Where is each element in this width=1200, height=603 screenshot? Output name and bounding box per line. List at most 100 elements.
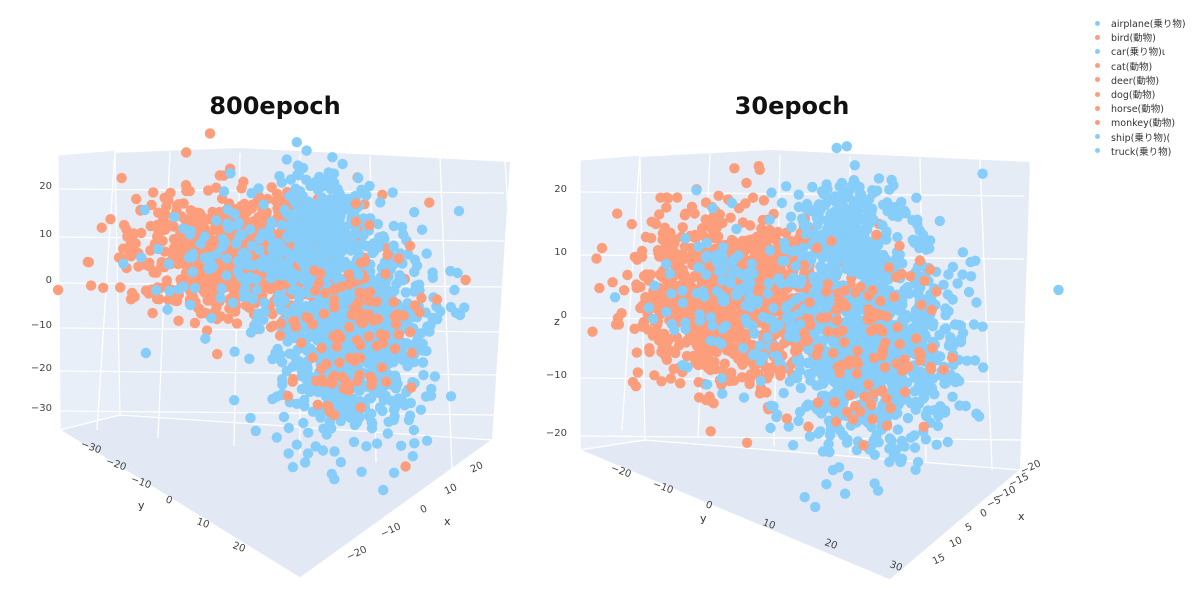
legend-item[interactable]: horse(動物) xyxy=(1094,101,1186,115)
point-animal xyxy=(631,347,642,358)
point-vehicle xyxy=(246,188,257,199)
point-vehicle xyxy=(701,379,713,390)
point-vehicle xyxy=(793,189,804,200)
point-vehicle xyxy=(902,334,913,345)
legend-item[interactable]: dog(動物) xyxy=(1094,87,1186,101)
point-vehicle xyxy=(661,258,672,270)
point-vehicle xyxy=(680,323,691,335)
point-vehicle xyxy=(258,199,269,210)
point-animal xyxy=(778,293,789,304)
point-animal xyxy=(713,190,724,201)
legend-item[interactable]: monkey(動物) xyxy=(1094,115,1186,129)
point-vehicle xyxy=(388,404,400,416)
point-vehicle xyxy=(778,387,789,399)
point-vehicle xyxy=(357,238,368,250)
point-animal xyxy=(753,161,764,172)
point-vehicle xyxy=(199,231,210,242)
point-animal xyxy=(650,325,662,336)
legend-marker-icon xyxy=(1095,91,1100,97)
point-vehicle xyxy=(776,197,788,209)
point-animal xyxy=(301,312,312,323)
legend-marker-icon xyxy=(1095,105,1100,111)
point-animal xyxy=(389,343,401,354)
y-tick-label: 0 xyxy=(704,499,714,512)
point-animal xyxy=(805,319,816,331)
point-animal xyxy=(868,388,879,399)
point-animal xyxy=(705,426,716,437)
point-vehicle xyxy=(901,377,913,388)
point-vehicle xyxy=(162,304,173,315)
scatter3d-30epoch[interactable]: 20100−10−20−20−100102030−20−15−10−505101… xyxy=(540,0,1100,603)
point-animal xyxy=(173,233,184,245)
legend-item[interactable]: bird(動物) xyxy=(1094,30,1186,44)
legend-item[interactable]: ship(乗り物)( xyxy=(1094,130,1186,144)
point-vehicle xyxy=(429,371,441,382)
point-vehicle xyxy=(296,366,308,377)
legend-marker-icon xyxy=(1095,20,1100,26)
point-animal xyxy=(829,397,840,408)
point-vehicle xyxy=(939,377,950,388)
point-vehicle xyxy=(366,418,378,429)
legend-marker-icon xyxy=(1095,34,1100,40)
point-vehicle xyxy=(221,253,233,264)
point-vehicle xyxy=(700,269,712,280)
point-animal xyxy=(874,323,885,334)
point-animal xyxy=(381,376,392,387)
point-animal xyxy=(839,337,850,348)
point-vehicle xyxy=(254,323,265,335)
point-vehicle xyxy=(412,329,424,341)
point-animal xyxy=(711,216,722,228)
point-animal xyxy=(336,371,348,383)
legend-item[interactable]: deer(動物) xyxy=(1094,73,1186,87)
z-axis-label: z xyxy=(554,315,560,328)
point-animal xyxy=(193,209,205,220)
scatter3d-800epoch[interactable]: 20100−10−20−30−30−20−100102020100−10−20y… xyxy=(0,0,560,603)
point-vehicle xyxy=(322,256,333,268)
point-vehicle xyxy=(329,177,340,188)
point-vehicle xyxy=(884,184,895,195)
point-vehicle xyxy=(293,170,304,181)
point-animal xyxy=(372,313,384,325)
point-vehicle xyxy=(786,221,797,233)
point-vehicle xyxy=(178,281,189,292)
legend-item[interactable]: truck(乗り物) xyxy=(1094,144,1186,158)
point-animal xyxy=(855,281,866,293)
point-animal xyxy=(891,358,902,369)
grid-line xyxy=(1029,160,1049,479)
point-animal xyxy=(180,214,191,226)
legend-item[interactable]: cat(動物) xyxy=(1094,59,1186,73)
point-vehicle xyxy=(375,277,387,288)
point-animal xyxy=(334,357,345,368)
legend-item[interactable]: airplane(乗り物) xyxy=(1094,16,1186,30)
point-vehicle xyxy=(290,352,301,363)
point-animal xyxy=(333,329,344,340)
point-animal xyxy=(82,256,94,268)
point-animal xyxy=(677,222,688,233)
point-vehicle xyxy=(865,212,876,224)
point-vehicle xyxy=(747,320,758,331)
legend-item[interactable]: car(乗り物)ι xyxy=(1094,44,1186,58)
point-animal xyxy=(664,231,675,243)
point-vehicle xyxy=(717,388,728,399)
point-animal xyxy=(868,312,879,323)
point-animal xyxy=(758,195,770,206)
point-animal xyxy=(831,303,843,315)
point-vehicle xyxy=(374,387,385,399)
grid-line xyxy=(979,159,993,471)
point-vehicle xyxy=(333,232,344,243)
point-animal xyxy=(736,372,748,383)
point-animal xyxy=(899,386,911,398)
point-vehicle xyxy=(409,266,420,278)
point-animal xyxy=(815,312,827,324)
point-vehicle xyxy=(934,215,945,227)
point-vehicle xyxy=(382,428,393,439)
point-animal xyxy=(875,295,886,307)
point-vehicle xyxy=(942,436,953,448)
point-vehicle xyxy=(965,271,977,282)
legend[interactable]: airplane(乗り物) bird(動物) car(乗り物)ι cat(動物) dee… xyxy=(1094,16,1186,158)
legend-marker-icon xyxy=(1095,48,1100,54)
point-vehicle xyxy=(333,398,345,409)
point-vehicle xyxy=(404,410,416,421)
point-animal xyxy=(355,257,367,268)
point-vehicle xyxy=(421,248,432,259)
